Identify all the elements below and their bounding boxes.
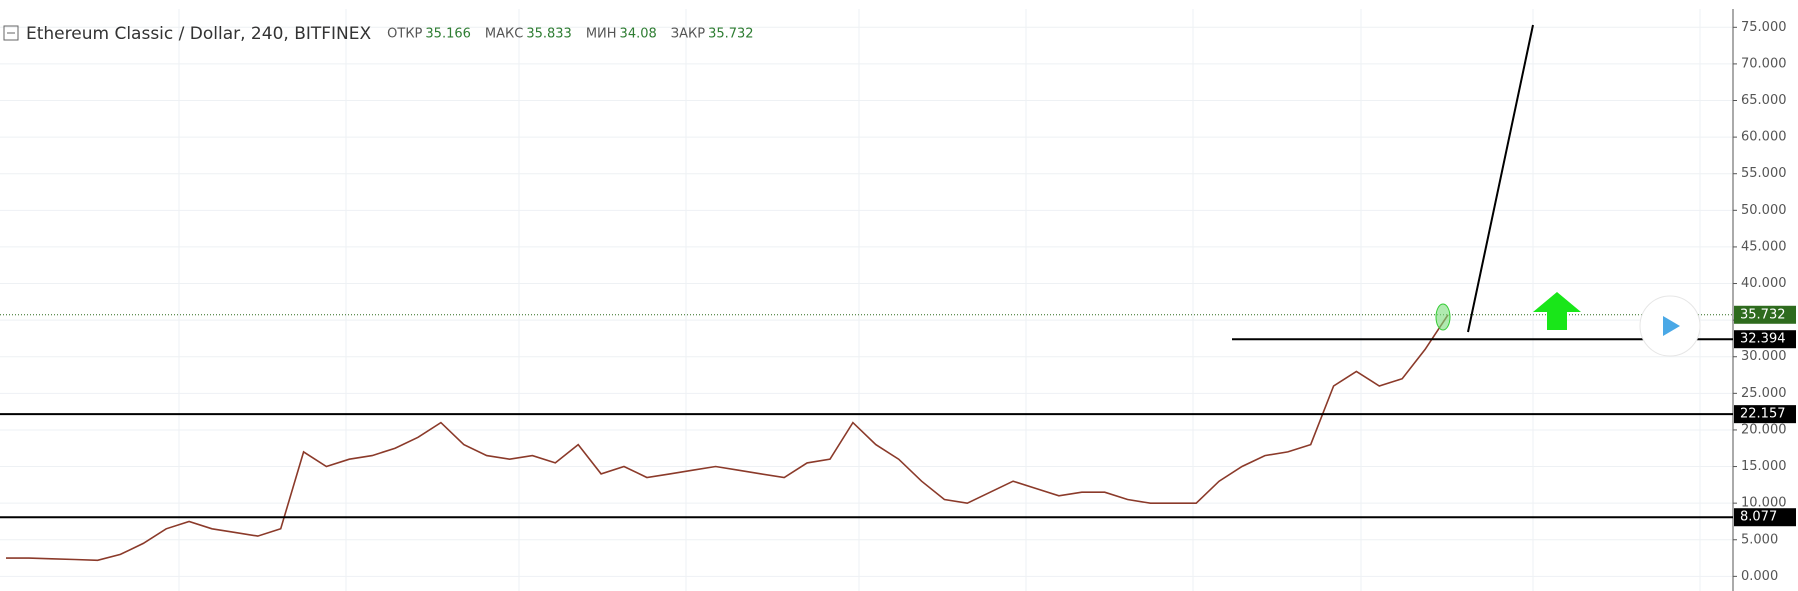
level-label: 32.394: [1740, 332, 1786, 347]
play-icon: [1663, 316, 1680, 336]
ohlc-value: 35.166: [425, 27, 471, 42]
y-tick-label: 50.000: [1741, 203, 1787, 218]
y-tick-label: 15.000: [1741, 459, 1787, 474]
chart-title: Ethereum Classic / Dollar, 240, BITFINEX: [26, 24, 372, 44]
y-tick-label: 20.000: [1741, 422, 1787, 437]
ohlc-value: 35.833: [526, 27, 572, 42]
plot: 35.732 32.394 22.157 8.077: [0, 305, 1796, 562]
ohlc-label: МИН: [586, 27, 617, 42]
y-tick-label: 25.000: [1741, 386, 1787, 401]
y-tick-label: 40.000: [1741, 276, 1787, 291]
ohlc-value: 35.732: [708, 27, 754, 42]
ohlc-label: ЗАКР: [671, 27, 705, 42]
y-tick-label: 30.000: [1741, 349, 1787, 364]
y-tick-label: 75.000: [1741, 20, 1787, 35]
ohlc-value: 34.08: [620, 27, 657, 42]
y-tick-label: 10.000: [1741, 496, 1787, 511]
y-tick-label: 5.000: [1741, 532, 1778, 547]
y-tick-label: 70.000: [1741, 56, 1787, 71]
up-arrow[interactable]: [1533, 292, 1581, 330]
collapse-button[interactable]: [3, 25, 19, 41]
price-line: [6, 314, 1449, 562]
level-label: 8.077: [1740, 510, 1777, 525]
level-box: [1734, 330, 1796, 349]
y-tick-label: 55.000: [1741, 166, 1787, 181]
highlight-ellipse[interactable]: [1435, 303, 1451, 331]
y-tick-label: 60.000: [1741, 130, 1787, 145]
last-price-box: [1734, 305, 1796, 324]
y-tick-label: 45.000: [1741, 239, 1787, 254]
trend-line[interactable]: [1467, 24, 1534, 333]
ohlc: ОТКР 35.166 МАКС 35.833 МИН 34.08 ЗАКР 35.732: [387, 27, 753, 42]
level-box: [1734, 405, 1796, 424]
y-tick-label: 0.000: [1741, 569, 1778, 584]
y-tick-label: 65.000: [1741, 93, 1787, 108]
level-label: 22.157: [1740, 407, 1786, 422]
last-price-label: 35.732: [1740, 307, 1786, 322]
level-box: [1734, 508, 1796, 527]
ohlc-label: ОТКР: [387, 27, 422, 42]
ohlc-label: МАКС: [485, 27, 523, 42]
